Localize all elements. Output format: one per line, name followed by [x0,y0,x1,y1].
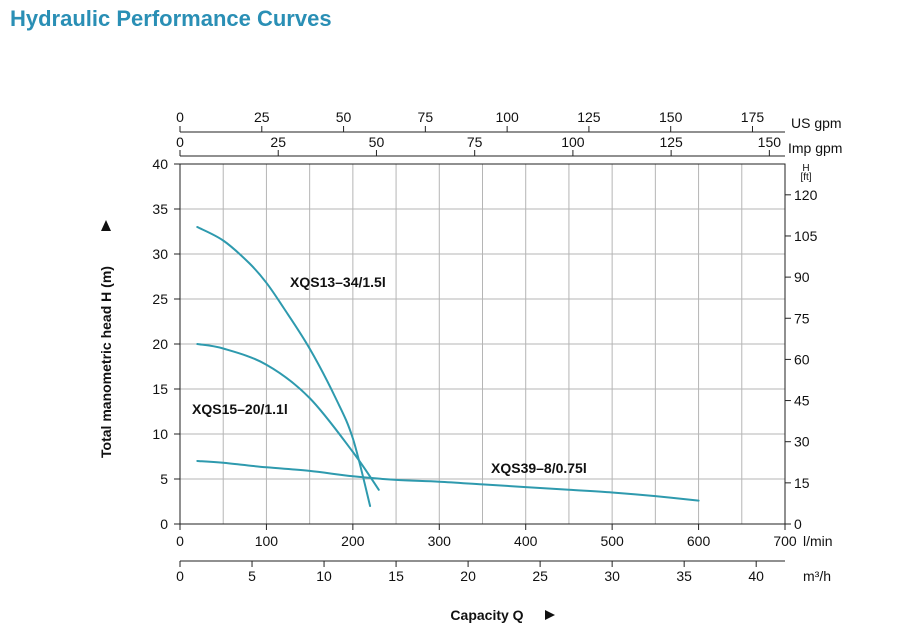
x-m3h-tick-label: 40 [748,568,764,584]
x-unit-label-lmin: l/min [803,533,833,549]
y-tick-label: 0 [160,516,168,532]
y-ft-tick-label: 75 [794,310,810,326]
chart-grid [180,164,785,524]
x-usgpm-tick-label: 100 [495,109,519,125]
x-usgpm-tick-label: 50 [336,109,352,125]
y-ft-tick-label: 60 [794,351,810,367]
series-label-XQS15-20/1.1l: XQS15–20/1.1l [192,401,288,417]
y-ft-tick-label: 120 [794,187,818,203]
series-line-XQS39-8/0.75l [196,460,700,502]
x-axis-arrow-icon [545,610,555,620]
x-m3h-tick-label: 20 [460,568,476,584]
y-tick-label: 25 [152,291,168,307]
y-ft-tick-label: 105 [794,228,818,244]
series-label-XQS13-34/1.5l: XQS13–34/1.5l [290,274,386,290]
y-ft-unit-label-line2: [ft] [800,172,811,183]
x-tick-label: 700 [773,533,797,549]
x-tick-label: 500 [600,533,624,549]
series-label-XQS39-8/0.75l: XQS39–8/0.75l [491,460,587,476]
chart-curves [196,226,700,507]
x-usgpm-tick-label: 150 [659,109,683,125]
y-tick-label: 5 [160,471,168,487]
x-tick-label: 0 [176,533,184,549]
y-ft-tick-label: 0 [794,516,802,532]
x-tick-label: 200 [341,533,365,549]
page-title: Hydraulic Performance Curves [10,6,332,31]
y-ft-tick-label: 45 [794,393,810,409]
x-unit-label-impgpm: Imp gpm [788,140,842,156]
x-impgpm-tick-label: 0 [176,134,184,150]
x-tick-label: 600 [687,533,711,549]
x-impgpm-tick-label: 50 [369,134,385,150]
y-tick-label: 30 [152,246,168,262]
y-ft-tick-label: 30 [794,434,810,450]
x-usgpm-tick-label: 25 [254,109,270,125]
x-m3h-tick-label: 5 [248,568,256,584]
x-tick-label: 400 [514,533,538,549]
x-m3h-tick-label: 35 [676,568,692,584]
y-ft-unit-label-line1: H [802,163,809,174]
x-impgpm-tick-label: 150 [758,134,782,150]
x-axis-title: Capacity Q [450,607,523,623]
x-m3h-tick-label: 30 [604,568,620,584]
y-axis-title: Total manometric head H (m) [98,266,114,458]
x-usgpm-tick-label: 75 [418,109,434,125]
y-tick-label: 20 [152,336,168,352]
series-line-XQS15-20/1.1l [196,343,380,491]
x-m3h-tick-label: 25 [532,568,548,584]
x-impgpm-tick-label: 125 [659,134,683,150]
x-m3h-tick-label: 10 [316,568,332,584]
x-m3h-tick-label: 0 [176,568,184,584]
x-m3h-tick-label: 15 [388,568,404,584]
x-tick-label: 100 [255,533,279,549]
x-impgpm-tick-label: 100 [561,134,585,150]
x-impgpm-tick-label: 25 [270,134,286,150]
x-usgpm-tick-label: 125 [577,109,601,125]
series-line-XQS13-34/1.5l [196,226,372,507]
y-axis-arrow-icon [101,220,111,231]
y-tick-label: 35 [152,201,168,217]
y-tick-label: 15 [152,381,168,397]
x-unit-label-m3h: m³/h [803,568,831,584]
y-ft-tick-label: 15 [794,475,810,491]
chart-series-labels: XQS13–34/1.5l XQS15–20/1.1l XQS39–8/0.75l [192,274,587,476]
y-tick-label: 10 [152,426,168,442]
x-tick-label: 300 [428,533,452,549]
x-usgpm-tick-label: 0 [176,109,184,125]
y-ft-tick-label: 90 [794,269,810,285]
y-tick-label: 40 [152,156,168,172]
x-impgpm-tick-label: 75 [467,134,483,150]
x-unit-label-usgpm: US gpm [791,115,842,131]
x-usgpm-tick-label: 175 [741,109,765,125]
